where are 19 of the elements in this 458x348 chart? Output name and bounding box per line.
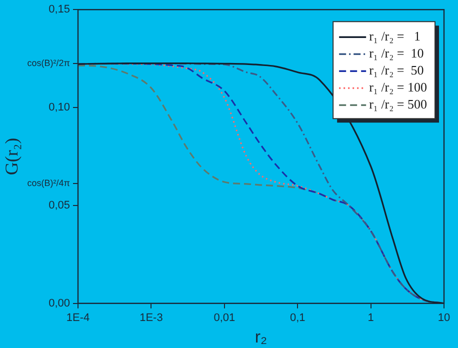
y-tick-label: 0,15: [48, 4, 70, 16]
y-axis-title: G(r₂): [2, 138, 22, 176]
legend-label: r₁ /r₂ = 10: [369, 46, 424, 61]
legend-label: r₁ /r₂ = 100: [369, 80, 428, 95]
x-tick-label: 0,01: [214, 312, 236, 324]
x-axis-title: r₂: [254, 327, 268, 346]
text: cos(B)²/4π: [27, 178, 70, 188]
legend-label: r₁ /r₂ = 1: [369, 28, 421, 44]
x-tick-label: 1E-4: [66, 312, 90, 324]
y-tick-label: 0,00: [48, 297, 70, 310]
x-tick-label: 1: [368, 312, 374, 324]
text: cos(B)²/2π: [27, 58, 70, 68]
y-tick-label: 0,05: [48, 200, 70, 212]
x-tick-label: 1E-3: [140, 312, 163, 324]
legend-label: r₁ /r₂ = 50: [369, 62, 424, 78]
x-tick-label: 0,1: [290, 312, 306, 324]
legend-label: r₁ /r₂ = 500: [369, 96, 428, 112]
x-tick-label: 10: [438, 312, 450, 324]
y-tick-label: 0,10: [48, 102, 70, 114]
